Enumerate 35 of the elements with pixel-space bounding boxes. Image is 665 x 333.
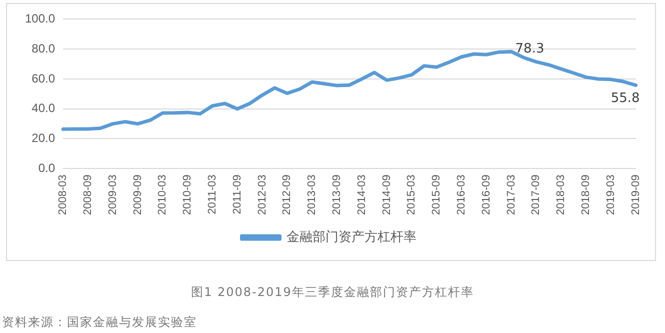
x-tick-label: 2017-03 [505,174,518,216]
x-tick-label: 2018-09 [580,174,592,216]
text: 资料来源：国家金融与发展实验室 [2,314,197,331]
legend-label: 金融部门资产方杠杆率 [286,228,416,245]
x-tick-label: 2019-03 [604,174,617,216]
x-tick-label: 2018-03 [555,174,568,216]
x-tick-label: 2014-09 [380,174,393,216]
x-tick-label: 2009-09 [132,174,144,216]
y-tick-label: 0.0 [38,160,56,175]
y-tick-label: 40.0 [32,101,56,116]
y-tick-label: 100.0 [25,12,56,26]
x-tick-label: 2011-09 [231,174,244,214]
data-label: 55.8 [610,91,640,106]
x-tick-label: 2009-03 [106,174,119,216]
y-tick-label: 80.0 [32,41,56,56]
x-tick-label: 2013-09 [330,174,343,216]
text: 图1 2008-2019年三季度金融部门资产方杠杆率 [190,284,475,301]
x-tick-label: 2015-03 [406,174,418,216]
x-tick-label: 2008-03 [57,174,70,216]
x-tick-label: 2019-09 [630,174,642,216]
x-tick-label: 2011-03 [206,174,218,214]
x-tick-label: 2012-03 [256,174,268,216]
x-tick-label: 2016-03 [456,174,468,216]
y-tick-label: 60.0 [32,71,56,86]
x-tick-label: 2010-09 [182,174,194,216]
x-tick-label: 2013-03 [306,174,318,216]
x-tick-label: 2017-09 [530,174,542,216]
y-tick-label: 20.0 [32,131,56,146]
data-label: 78.3 [515,42,544,56]
x-tick-label: 2008-09 [82,174,94,216]
x-tick-label: 2014-03 [356,174,368,216]
x-tick-label: 2012-09 [281,174,294,216]
x-tick-label: 2010-03 [156,174,169,216]
x-tick-label: 2015-09 [430,174,443,216]
x-tick-label: 2016-09 [480,174,492,216]
